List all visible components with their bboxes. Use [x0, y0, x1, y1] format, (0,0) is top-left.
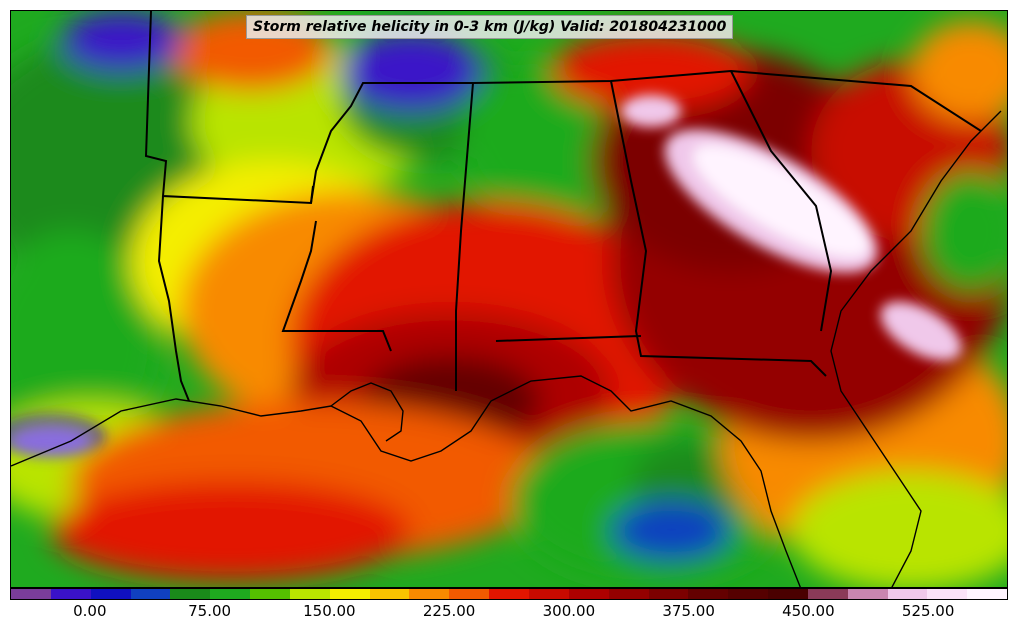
- colorbar-tick-label: 150.00: [303, 602, 356, 620]
- colorbar-swatch: [927, 589, 968, 599]
- colorbar-swatch: [728, 589, 769, 599]
- colorbar-swatch: [807, 589, 848, 599]
- colorbar-tick-label: 525.00: [901, 602, 955, 620]
- colorbar-swatch: [170, 589, 211, 599]
- coastline: [11, 110, 1002, 587]
- colorbar-swatch: [210, 589, 251, 599]
- colorbar-swatch: [648, 589, 689, 599]
- colorbar-tick-label: 300.00: [542, 602, 596, 620]
- colorbar-tick-label: 450.00: [782, 602, 835, 620]
- colorbar-swatch: [608, 589, 649, 599]
- map-title: Storm relative helicity in 0-3 km (J/kg)…: [246, 15, 734, 39]
- colorbar-swatch: [449, 589, 490, 599]
- srh-map: [10, 10, 1008, 588]
- colorbar-swatch: [329, 589, 370, 599]
- state-boundaries: [144, 11, 982, 402]
- map-title-text: Storm relative helicity in 0-3 km (J/kg)…: [253, 19, 727, 35]
- colorbar-tick-label: 225.00: [422, 602, 476, 620]
- colorbar-swatch: [887, 589, 928, 599]
- colorbar-swatch: [528, 589, 569, 599]
- colorbar-swatch: [688, 589, 729, 599]
- colorbar-tick-label: 75.00: [188, 602, 232, 620]
- colorbar-swatch: [50, 589, 91, 599]
- colorbar-tick-label: 0.00: [73, 602, 107, 620]
- colorbar-swatch: [289, 589, 330, 599]
- colorbar-ticks: 0.00 75.00 150.00 225.00 300.00 375.00 450.00 5…: [10, 602, 1008, 624]
- colorbar-swatch: [568, 589, 609, 599]
- colorbar-swatch: [847, 589, 888, 599]
- colorbar-swatch: [768, 589, 808, 599]
- colorbar: [10, 588, 1008, 600]
- colorbar-swatch: [409, 589, 450, 599]
- colorbar-swatch: [90, 589, 131, 599]
- colorbar-swatch: [250, 589, 290, 599]
- colorbar-tick-label: 375.00: [662, 602, 715, 620]
- colorbar-swatch: [369, 589, 410, 599]
- colorbar-swatch: [11, 589, 51, 599]
- colorbar-swatch: [130, 589, 171, 599]
- colorbar-swatch: [489, 589, 529, 599]
- colorbar-swatch: [967, 589, 1008, 599]
- helicity-field: [11, 11, 1007, 587]
